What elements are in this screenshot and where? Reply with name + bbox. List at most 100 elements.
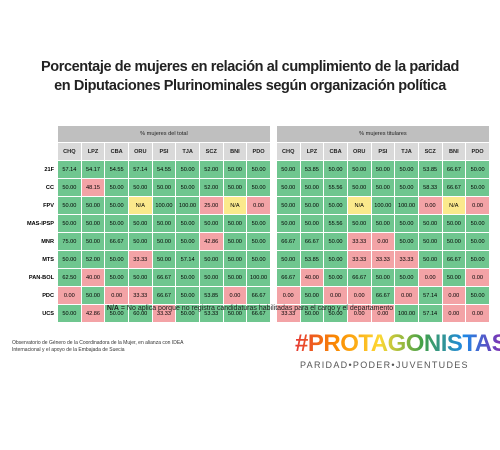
cell: 57.14 <box>127 160 153 179</box>
cell: 50.00 <box>127 214 153 233</box>
cell: 50.00 <box>222 304 248 323</box>
cell: 42.86 <box>198 232 224 251</box>
cell: 50.00 <box>127 232 153 251</box>
data-row: MTS 50.00 52.00 50.00 33.33 50.00 57.14 50.00 50… <box>15 250 490 269</box>
cell: 33.33 <box>346 232 372 251</box>
cell: 0.00 <box>104 286 129 305</box>
cell: 66.67 <box>441 250 467 269</box>
cell: 40.00 <box>299 268 325 287</box>
column-header: CHQ <box>57 142 82 161</box>
cell: 50.00 <box>275 250 301 269</box>
data-row: UCS 50.00 42.86 50.00 60.00 33.33 50.00 53.33 50… <box>15 304 490 323</box>
cell: 0.00 <box>370 232 396 251</box>
cell: 50.00 <box>80 232 106 251</box>
cell: 50.00 <box>275 196 301 215</box>
cell: 66.67 <box>275 232 301 251</box>
cell: 53.85 <box>299 250 325 269</box>
data-row: CC 50.00 48.15 50.00 50.00 50.00 50.00 52.00 50.… <box>15 178 490 197</box>
cell: 33.33 <box>127 250 153 269</box>
cell: 40.00 <box>80 268 106 287</box>
cell: 50.00 <box>346 214 372 233</box>
cell: 66.67 <box>299 232 325 251</box>
column-header: PDO <box>465 142 490 161</box>
cell: 50.00 <box>323 304 348 323</box>
cell: 50.00 <box>323 160 348 179</box>
group-header: % mujeres del total <box>57 125 271 143</box>
spacer <box>270 286 277 305</box>
cell: 50.00 <box>323 250 348 269</box>
table: % mujeres del total% mujeres titulares CH… <box>15 125 491 323</box>
data-row: MAS-IPSP 50.00 50.00 50.00 50.00 50.00 50.00 50… <box>15 214 490 233</box>
cell: 58.33 <box>417 178 443 197</box>
cell: 50.00 <box>370 268 396 287</box>
cell: 50.00 <box>80 286 106 305</box>
cell: 57.14 <box>417 304 443 323</box>
column-header: BNI <box>441 142 467 161</box>
cell: N/A <box>441 196 467 215</box>
cell: 42.86 <box>80 304 106 323</box>
row-label: UCS <box>15 304 58 323</box>
cell: 66.67 <box>275 268 301 287</box>
data-row: 21F 57.14 54.17 54.55 57.14 54.55 50.00 52.00 50… <box>15 160 490 179</box>
corner <box>15 142 58 161</box>
cell: 0.00 <box>57 286 82 305</box>
note: N/A = No aplica porque no registra candi… <box>0 305 500 312</box>
cell: 50.00 <box>370 178 396 197</box>
cell: 66.67 <box>370 286 396 305</box>
cell: 50.00 <box>175 160 200 179</box>
column-header: LPZ <box>80 142 106 161</box>
column-header: PSI <box>370 142 396 161</box>
cell: 54.55 <box>151 160 177 179</box>
cell: 50.00 <box>175 304 200 323</box>
column-header: PDO <box>246 142 271 161</box>
cell: 50.00 <box>222 250 248 269</box>
cell: 50.00 <box>299 178 325 197</box>
cell: 100.00 <box>151 196 177 215</box>
cell: 33.33 <box>275 304 301 323</box>
cell: 0.00 <box>346 286 372 305</box>
column-header: CBA <box>104 142 129 161</box>
cell: 53.85 <box>198 286 224 305</box>
cell: 50.00 <box>222 232 248 251</box>
cell: 50.00 <box>299 286 325 305</box>
column-header: TJA <box>394 142 419 161</box>
cell: 53.85 <box>417 160 443 179</box>
cell: 50.00 <box>175 232 200 251</box>
cell: 50.00 <box>127 268 153 287</box>
cell: 0.00 <box>323 286 348 305</box>
cell: 50.00 <box>441 268 467 287</box>
cell: 48.15 <box>80 178 106 197</box>
cell: 62.50 <box>57 268 82 287</box>
spacer <box>270 232 277 251</box>
cell: 50.00 <box>175 214 200 233</box>
spacer <box>270 250 277 269</box>
cell: 50.00 <box>246 214 271 233</box>
cell: 50.00 <box>299 214 325 233</box>
cell: 100.00 <box>370 196 396 215</box>
cell: 57.14 <box>175 250 200 269</box>
spacer <box>270 160 277 179</box>
cell: 50.00 <box>151 214 177 233</box>
cell: 50.00 <box>104 178 129 197</box>
cell: 100.00 <box>394 196 419 215</box>
cell: 50.00 <box>441 232 467 251</box>
row-label: 21F <box>15 160 58 179</box>
cell: 50.00 <box>222 268 248 287</box>
data-row: FPV 50.00 50.00 50.00 N/A 100.00 100.00 25.00 N/… <box>15 196 490 215</box>
column-header: CHQ <box>275 142 301 161</box>
column-header: LPZ <box>299 142 325 161</box>
cell: 100.00 <box>246 268 271 287</box>
cell: 50.00 <box>80 196 106 215</box>
cell: 50.00 <box>370 214 396 233</box>
cell: 25.00 <box>198 196 224 215</box>
column-header: BNI <box>222 142 248 161</box>
column-header: TJA <box>175 142 200 161</box>
cell: 50.00 <box>275 178 301 197</box>
cell: 50.00 <box>465 214 490 233</box>
cell: 50.00 <box>104 250 129 269</box>
cell: 100.00 <box>175 196 200 215</box>
cell: 50.00 <box>465 286 490 305</box>
spacer <box>270 268 277 287</box>
row-label: MTS <box>15 250 58 269</box>
spacer <box>270 214 277 233</box>
